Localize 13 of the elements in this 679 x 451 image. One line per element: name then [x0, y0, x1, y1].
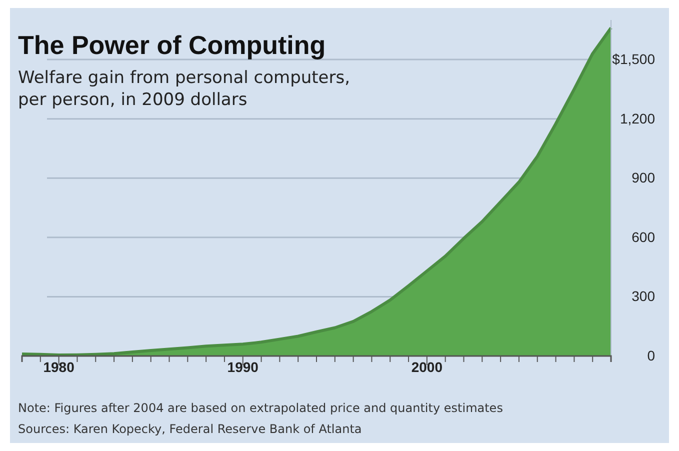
y-tick-label: 0: [647, 347, 656, 364]
text: 1,200: [620, 110, 655, 126]
text: Note: Figures after 2004 are based on extrapolated price and quantity estimates: [18, 401, 503, 415]
chart-title: The Power of Computing: [18, 30, 326, 60]
y-tick-label: 600: [632, 228, 656, 245]
x-tick-label: 1980: [43, 359, 75, 375]
y-tick-label: 300: [632, 288, 656, 304]
source-note: Sources: Karen Kopecky, Federal Reserve Bank of Atlanta: [18, 422, 362, 436]
y-tick-label: $1,500: [612, 51, 656, 68]
text: Welfare gain from personal computers, per person, in 2009 dollars: [18, 68, 350, 110]
x-tick-label: 1990: [227, 359, 259, 375]
y-tick-label: 900: [632, 170, 656, 186]
x-tick-label: 2000: [411, 359, 443, 375]
